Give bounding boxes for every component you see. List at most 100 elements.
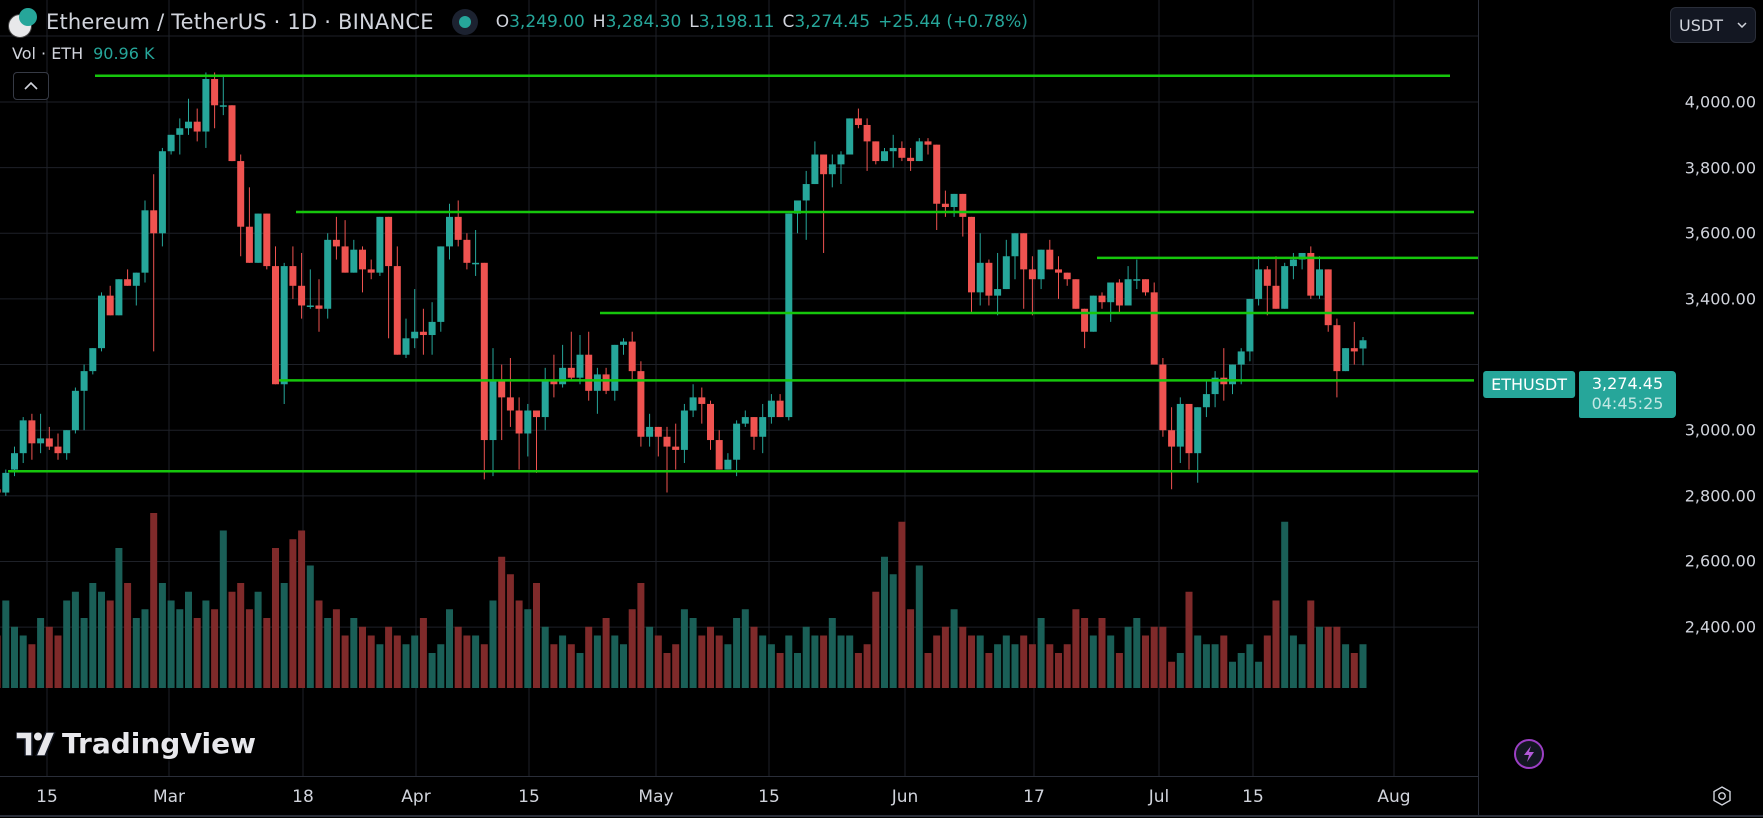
bar-countdown: 04:45:25 xyxy=(1591,394,1664,413)
flash-alert-button[interactable] xyxy=(1514,739,1544,769)
volume-bar xyxy=(585,626,593,688)
volume-bar xyxy=(950,609,958,688)
volume-bar xyxy=(158,583,166,688)
candle-body xyxy=(968,216,975,293)
candle-body xyxy=(28,420,36,444)
volume-bar xyxy=(219,530,227,688)
volume-bar xyxy=(767,644,775,688)
candle-body xyxy=(802,184,810,201)
volume-bar xyxy=(759,635,767,688)
candle-body xyxy=(1307,252,1315,296)
candle-body xyxy=(402,338,410,355)
settings-icon[interactable] xyxy=(1711,785,1733,807)
volume-bar xyxy=(254,591,262,688)
time-tick-label: Apr xyxy=(401,787,431,807)
volume-bar xyxy=(11,626,18,688)
candle-body xyxy=(254,213,262,263)
candle-body xyxy=(1316,269,1323,296)
volume-bar xyxy=(263,618,271,688)
candle-body xyxy=(1168,430,1176,447)
candle-body xyxy=(315,305,323,309)
volume-bar xyxy=(785,635,793,688)
time-axis[interactable]: 15 Mar 18 Apr 15 May 15 Jun 17 Jul 15 Aug xyxy=(0,776,1478,818)
volume-bar xyxy=(124,583,132,688)
volume-bar xyxy=(733,618,741,688)
candle-body xyxy=(976,262,984,293)
chevron-down-icon xyxy=(1737,22,1747,28)
volume-bar xyxy=(1185,591,1193,688)
volume-bar xyxy=(1176,653,1184,688)
candle-body xyxy=(2,472,10,493)
candle-body xyxy=(707,403,714,441)
volume-bar xyxy=(1272,600,1280,688)
candle-body xyxy=(941,203,949,208)
candle-body xyxy=(1124,279,1132,306)
candle-body xyxy=(298,285,306,306)
candle-body xyxy=(167,134,175,152)
candle-body xyxy=(202,79,210,132)
volume-bar xyxy=(19,635,27,688)
candle-body xyxy=(576,354,584,378)
candle-body xyxy=(463,239,471,263)
candle-body xyxy=(446,216,453,247)
candle-body xyxy=(1037,249,1045,280)
candle-body xyxy=(1229,364,1236,385)
volume-bar xyxy=(228,591,236,688)
candle-body xyxy=(994,289,1002,296)
candle-body xyxy=(715,440,723,470)
volume-bar xyxy=(428,653,436,688)
time-tick-label: 18 xyxy=(292,787,314,807)
candle-body xyxy=(498,380,506,398)
candle-body xyxy=(646,426,654,437)
candle-body xyxy=(124,279,132,286)
volume-bar xyxy=(698,635,706,688)
candle-body xyxy=(750,417,758,437)
volume-bar xyxy=(80,618,88,688)
volume-bar xyxy=(1011,644,1019,688)
currency-selector[interactable]: USDT xyxy=(1670,7,1756,43)
time-tick-label: May xyxy=(638,787,674,807)
price-chart-canvas[interactable] xyxy=(0,0,1478,776)
volume-bar xyxy=(593,635,601,688)
volume-bar xyxy=(1263,635,1271,688)
price-axis[interactable]: 4,000.00 3,800.00 3,600.00 3,400.00 3,000.00… xyxy=(1478,0,1763,817)
price-change: +25.44 (+0.78%) xyxy=(878,12,1028,32)
time-tick-label: 15 xyxy=(518,787,540,807)
candle-body xyxy=(228,105,236,162)
candle-body xyxy=(881,151,888,162)
candle-body xyxy=(367,269,375,273)
market-status-icon[interactable] xyxy=(451,9,478,35)
volume-bar xyxy=(106,600,114,688)
candle-body xyxy=(1142,279,1149,293)
candle-body xyxy=(454,216,462,240)
volume-bar xyxy=(715,635,723,688)
volume-bar xyxy=(1281,521,1289,688)
volume-bar xyxy=(1350,653,1358,688)
candle-body xyxy=(193,121,201,132)
time-tick-label: Aug xyxy=(1377,787,1411,807)
volume-bar xyxy=(1046,644,1054,688)
volume-bar xyxy=(1107,635,1115,688)
volume-bar xyxy=(454,626,462,688)
symbol-title[interactable]: Ethereum / TetherUS · 1D · BINANCE xyxy=(46,10,434,34)
collapse-legend-button[interactable] xyxy=(13,72,49,100)
volume-bar xyxy=(654,635,662,688)
volume-bar xyxy=(1246,644,1254,688)
close-value: 3,274.45 xyxy=(794,12,871,32)
volume-legend[interactable]: Vol · ETH 90.96 K xyxy=(12,44,155,63)
candle-body xyxy=(628,341,636,372)
candle-body xyxy=(376,216,384,273)
candle-body xyxy=(393,266,401,355)
volume-bar xyxy=(71,591,79,688)
candle-body xyxy=(211,79,219,106)
candle-body xyxy=(506,397,514,411)
candle-body xyxy=(63,430,71,454)
volume-bar xyxy=(1037,618,1045,688)
volume-bar xyxy=(376,644,384,688)
candle-body xyxy=(472,262,480,265)
volume-bar xyxy=(776,653,784,688)
volume-bar xyxy=(2,600,10,688)
volume-bar xyxy=(185,591,192,688)
volume-bar xyxy=(498,556,506,688)
volume-bar xyxy=(385,626,393,688)
